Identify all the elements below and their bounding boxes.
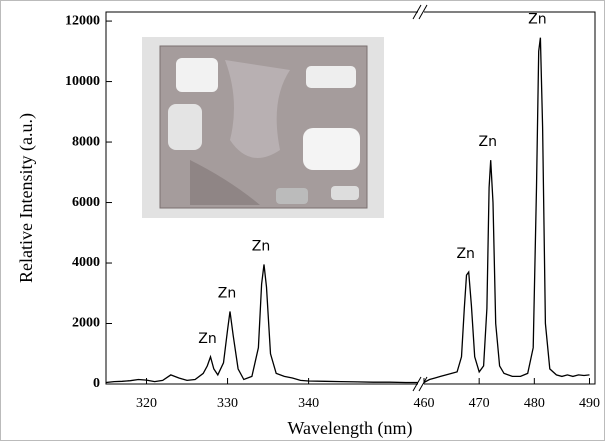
inset-photo [142, 37, 384, 218]
y-tick-label: 6000 [72, 195, 100, 210]
x-tick-label: 340 [298, 396, 319, 411]
spectrum-line [105, 264, 418, 384]
y-tick-label: 12000 [65, 13, 100, 28]
x-tick-label: 460 [414, 396, 435, 411]
y-tick-label: 4000 [72, 255, 100, 270]
y-axis-title: Relative Intensity (a.u.) [16, 113, 37, 283]
peak-label: Zn [252, 239, 270, 255]
y-tick-label: 0 [93, 376, 100, 391]
y-tick-label: 8000 [72, 134, 100, 149]
peak-label: Zn [479, 134, 497, 150]
x-tick-label: 330 [217, 396, 238, 411]
peak-label: Zn [456, 246, 474, 262]
x-tick-label: 470 [469, 396, 490, 411]
x-axis-title: Wavelength (nm) [287, 418, 412, 439]
peak-label: Zn [528, 12, 546, 28]
x-tick-label: 480 [524, 396, 545, 411]
spectrum-line [423, 37, 590, 384]
plot-frame [105, 11, 596, 385]
y-tick-label: 2000 [72, 316, 100, 331]
axis-break [412, 4, 428, 392]
x-tick-label: 320 [136, 396, 157, 411]
peak-label: Zn [198, 331, 216, 347]
y-tick-label: 10000 [65, 74, 100, 89]
peak-label: Zn [218, 285, 236, 301]
x-tick-label: 490 [579, 396, 600, 411]
